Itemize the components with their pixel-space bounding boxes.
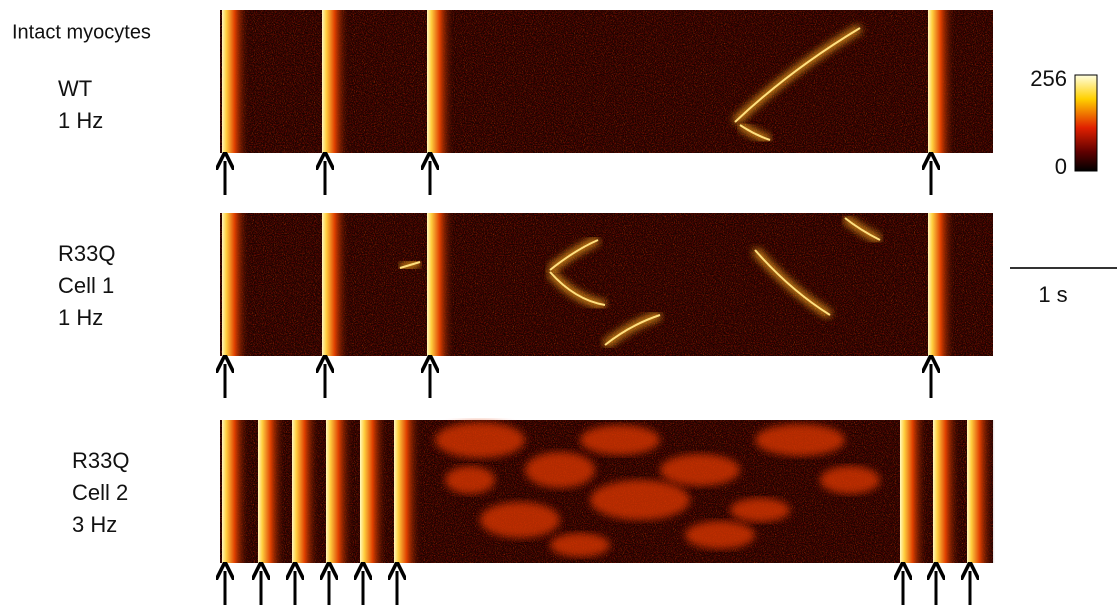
colorbar bbox=[1075, 75, 1097, 171]
stimulated-transient bbox=[967, 420, 995, 563]
calcium-wave bbox=[730, 498, 790, 522]
calcium-wave bbox=[580, 425, 660, 455]
panel-label: 1 Hz bbox=[58, 305, 103, 330]
stimulated-transient bbox=[933, 420, 961, 563]
stimulated-transient bbox=[928, 10, 956, 153]
calcium-wave bbox=[590, 480, 690, 520]
calcium-wave bbox=[660, 454, 740, 486]
stimulated-transient bbox=[900, 420, 928, 563]
calcium-wave bbox=[550, 533, 610, 557]
stimulated-transient bbox=[427, 213, 455, 356]
stimulated-transient bbox=[360, 420, 388, 563]
calcium-wave bbox=[435, 422, 525, 458]
stimulated-transient bbox=[928, 213, 956, 356]
calcium-wave bbox=[755, 424, 845, 456]
calcium-wave bbox=[685, 521, 755, 549]
figure-title: Intact myocytes bbox=[12, 21, 151, 43]
colorbar-max: 256 bbox=[1030, 66, 1067, 91]
stimulated-transient bbox=[258, 420, 286, 563]
stimulated-transient bbox=[394, 420, 422, 563]
panel-label: Cell 2 bbox=[72, 480, 128, 505]
stimulated-transient bbox=[322, 10, 350, 153]
calcium-wave bbox=[445, 466, 495, 494]
panel-label: WT bbox=[58, 76, 92, 101]
stimulated-transient bbox=[292, 420, 320, 563]
panels: WT 1 Hz R33Q Cell 1 1 Hz R33Q Cell 2 3 Hz bbox=[58, 10, 995, 605]
calcium-wave bbox=[820, 466, 880, 494]
calcium-wave bbox=[480, 502, 560, 538]
colorbar-min: 0 bbox=[1055, 154, 1067, 179]
panel-label: R33Q bbox=[72, 448, 129, 473]
panel-label: 1 Hz bbox=[58, 108, 103, 133]
panel-label: R33Q bbox=[58, 241, 115, 266]
stimulated-transient bbox=[322, 213, 350, 356]
panel-label: Cell 1 bbox=[58, 273, 114, 298]
calcium-wave bbox=[525, 452, 595, 488]
stimulated-transient bbox=[326, 420, 354, 563]
stimulated-transient bbox=[222, 10, 250, 153]
stimulated-transient bbox=[222, 213, 250, 356]
figure: Intact myocytes WT 1 Hz R33Q Cell 1 1 Hz R33Q… bbox=[0, 0, 1117, 606]
stimulated-transient bbox=[427, 10, 455, 153]
scale-bar-label: 1 s bbox=[1038, 282, 1067, 307]
panel-label: 3 Hz bbox=[72, 512, 117, 537]
stimulated-transient bbox=[222, 420, 250, 563]
